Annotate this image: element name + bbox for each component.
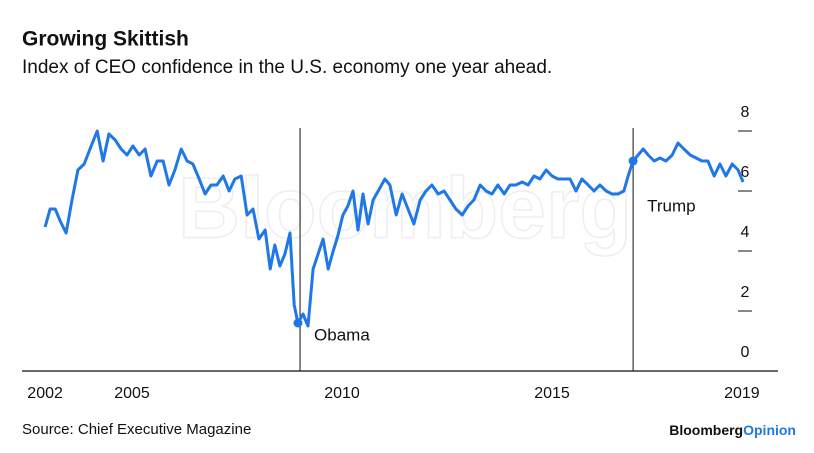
logo-word: Bloomberg xyxy=(669,422,743,438)
line-series xyxy=(43,129,745,328)
annotation-dot xyxy=(293,318,303,328)
y-tick-label: 8 xyxy=(741,104,750,121)
x-tick-label: 2002 xyxy=(27,385,63,402)
annotation-label: Obama xyxy=(314,325,370,344)
x-tick-label: 2010 xyxy=(324,385,360,402)
chart-title: Growing Skittish xyxy=(22,28,189,51)
logo: BloombergOpinion xyxy=(669,422,796,438)
y-tick-label: 4 xyxy=(741,224,750,241)
annotation-dot xyxy=(628,156,638,166)
y-tick-label: 0 xyxy=(741,344,750,361)
x-tick-label: 2019 xyxy=(724,385,760,402)
x-tick-label: 2015 xyxy=(534,385,570,402)
source: Source: Chief Executive Magazine xyxy=(22,421,251,438)
y-tick-label: 6 xyxy=(741,164,750,181)
annotation-label: Trump xyxy=(647,196,696,215)
chart-subtitle: Index of CEO confidence in the U.S. econ… xyxy=(22,57,552,78)
x-tick-label: 2005 xyxy=(114,385,150,402)
y-tick-label: 2 xyxy=(741,284,750,301)
logo-word: Opinion xyxy=(743,422,796,438)
